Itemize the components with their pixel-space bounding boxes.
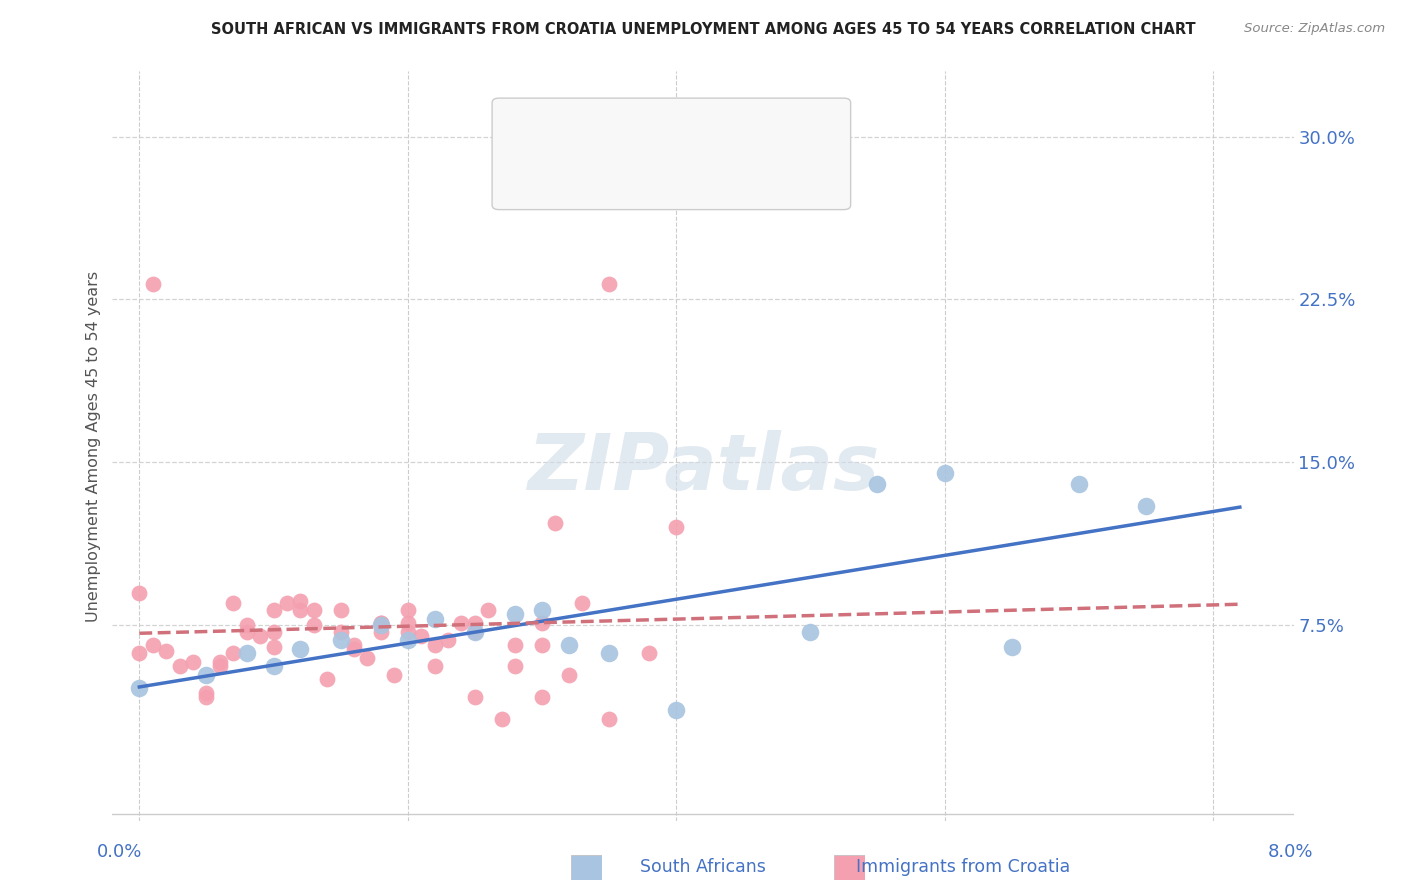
- Point: [169, 659, 191, 673]
- Point: [665, 520, 688, 534]
- Point: [343, 642, 366, 657]
- Point: [195, 685, 218, 699]
- Point: [503, 607, 526, 622]
- Point: [263, 640, 285, 654]
- Point: [503, 638, 526, 652]
- Text: 8.0%: 8.0%: [1268, 843, 1313, 861]
- Point: [571, 597, 593, 611]
- Point: [598, 647, 620, 661]
- Point: [343, 638, 366, 652]
- Text: R = 0.294   N = 59: R = 0.294 N = 59: [567, 169, 731, 187]
- Point: [235, 647, 257, 661]
- Point: [263, 659, 285, 673]
- Point: [530, 603, 553, 617]
- Point: [235, 624, 257, 639]
- Text: Immigrants from Croatia: Immigrants from Croatia: [856, 858, 1070, 876]
- Point: [235, 618, 257, 632]
- Point: [142, 277, 165, 292]
- Point: [396, 633, 419, 648]
- Point: [530, 615, 553, 630]
- Point: [1135, 499, 1157, 513]
- Point: [423, 638, 446, 652]
- Point: [263, 603, 285, 617]
- Point: [423, 612, 446, 626]
- Point: [450, 615, 472, 630]
- Point: [370, 618, 392, 632]
- Point: [477, 603, 499, 617]
- Point: [598, 712, 620, 726]
- Point: [464, 624, 486, 639]
- Point: [128, 585, 150, 599]
- Point: [370, 615, 392, 630]
- Point: [558, 668, 581, 682]
- Point: [665, 703, 688, 717]
- Point: [290, 603, 312, 617]
- Point: [503, 659, 526, 673]
- Point: [142, 638, 165, 652]
- Point: [155, 644, 177, 658]
- Point: [370, 624, 392, 639]
- Point: [934, 466, 956, 480]
- Point: [491, 712, 513, 726]
- Point: [544, 516, 567, 530]
- Point: [370, 615, 392, 630]
- Point: [530, 690, 553, 704]
- Point: [530, 638, 553, 652]
- Point: [396, 615, 419, 630]
- Point: [598, 277, 620, 292]
- Point: [866, 477, 889, 491]
- Point: [329, 603, 352, 617]
- Y-axis label: Unemployment Among Ages 45 to 54 years: Unemployment Among Ages 45 to 54 years: [86, 270, 101, 622]
- Point: [290, 642, 312, 657]
- Point: [558, 638, 581, 652]
- Point: [1067, 477, 1090, 491]
- Point: [208, 659, 231, 673]
- Point: [464, 615, 486, 630]
- Point: [222, 647, 245, 661]
- Point: [423, 659, 446, 673]
- Point: [222, 597, 245, 611]
- Point: [329, 633, 352, 648]
- Point: [302, 603, 325, 617]
- Point: [263, 624, 285, 639]
- Point: [128, 647, 150, 661]
- Point: [302, 618, 325, 632]
- Point: [396, 603, 419, 617]
- Text: 0.0%: 0.0%: [97, 843, 142, 861]
- Text: South Africans: South Africans: [640, 858, 766, 876]
- Point: [799, 624, 821, 639]
- Point: [382, 668, 405, 682]
- Point: [638, 647, 661, 661]
- Point: [276, 597, 298, 611]
- Text: ZIPatlas: ZIPatlas: [527, 431, 879, 507]
- Point: [437, 633, 460, 648]
- Point: [464, 624, 486, 639]
- Point: [1001, 640, 1024, 654]
- Point: [249, 629, 271, 643]
- Text: R = 0.502   N = 17: R = 0.502 N = 17: [567, 128, 731, 145]
- Point: [356, 650, 378, 665]
- Point: [195, 690, 218, 704]
- Text: Source: ZipAtlas.com: Source: ZipAtlas.com: [1244, 22, 1385, 36]
- Point: [208, 655, 231, 669]
- Text: SOUTH AFRICAN VS IMMIGRANTS FROM CROATIA UNEMPLOYMENT AMONG AGES 45 TO 54 YEARS : SOUTH AFRICAN VS IMMIGRANTS FROM CROATIA…: [211, 22, 1195, 37]
- Point: [195, 668, 218, 682]
- Point: [411, 629, 433, 643]
- Point: [316, 673, 339, 687]
- Point: [329, 624, 352, 639]
- Point: [464, 690, 486, 704]
- Point: [290, 594, 312, 608]
- Point: [181, 655, 204, 669]
- Point: [128, 681, 150, 695]
- Point: [396, 624, 419, 639]
